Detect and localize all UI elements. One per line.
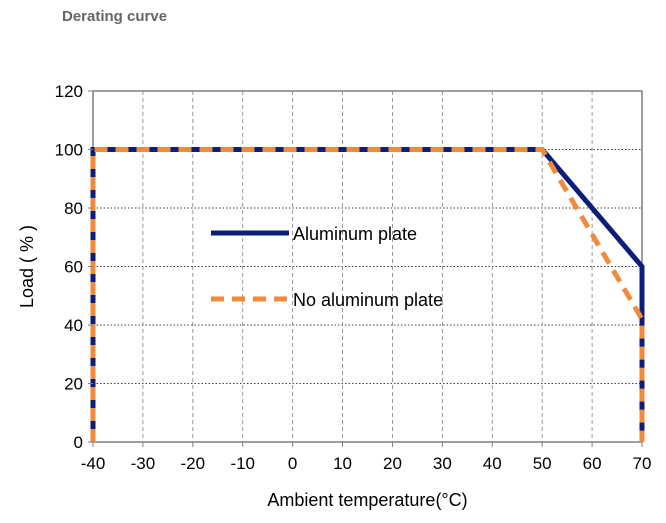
y-tick-label: 100 — [55, 141, 83, 160]
grid-layer — [93, 91, 642, 442]
x-tick-label: 50 — [533, 454, 552, 473]
series-layer — [90, 147, 645, 442]
x-tick-label: 60 — [583, 454, 602, 473]
x-tick-label: -40 — [81, 454, 106, 473]
y-tick-label: 120 — [55, 82, 83, 101]
x-tick-label: -10 — [230, 454, 255, 473]
x-tick-label: -20 — [181, 454, 206, 473]
legend: Aluminum plate No aluminum plate — [211, 224, 443, 310]
y-axis-label: Load ( % ) — [17, 225, 37, 308]
legend-label-1: No aluminum plate — [293, 290, 443, 310]
y-tick-label: 80 — [64, 199, 83, 218]
legend-label-0: Aluminum plate — [293, 224, 417, 244]
y-tick-label: 60 — [64, 258, 83, 277]
x-tick-label: 10 — [333, 454, 352, 473]
x-tick-label: 20 — [383, 454, 402, 473]
x-tick-label: 70 — [633, 454, 652, 473]
page-heading: Derating curve — [62, 8, 168, 25]
y-tick-label: 20 — [64, 375, 83, 394]
x-tick-label: 0 — [288, 454, 297, 473]
x-axis-label: Ambient temperature(°C) — [267, 490, 467, 510]
tick-layer: -40 -30 -20 -10 0 10 20 30 40 50 60 70 0 20 40 60 80 100 1… — [55, 82, 652, 473]
x-tick-label: 40 — [483, 454, 502, 473]
series-line-1 — [90, 147, 645, 442]
x-tick-label: 30 — [433, 454, 452, 473]
y-tick-label: 0 — [74, 433, 83, 452]
x-tick-label: -30 — [131, 454, 156, 473]
y-tick-label: 40 — [64, 316, 83, 335]
